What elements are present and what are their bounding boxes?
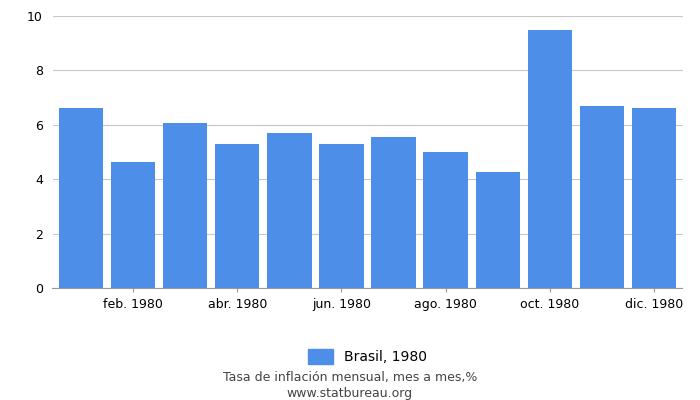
Bar [267, 133, 312, 288]
Bar [631, 108, 676, 288]
Bar [580, 106, 624, 288]
Legend: Brasil, 1980: Brasil, 1980 [302, 344, 433, 370]
Bar [528, 30, 572, 288]
Bar [59, 108, 104, 288]
Text: www.statbureau.org: www.statbureau.org [287, 388, 413, 400]
Bar [475, 172, 520, 288]
Text: Tasa de inflación mensual, mes a mes,%: Tasa de inflación mensual, mes a mes,% [223, 372, 477, 384]
Bar [163, 124, 207, 288]
Bar [372, 137, 416, 288]
Bar [111, 162, 155, 288]
Bar [215, 144, 260, 288]
Bar [424, 152, 468, 288]
Bar [319, 144, 363, 288]
